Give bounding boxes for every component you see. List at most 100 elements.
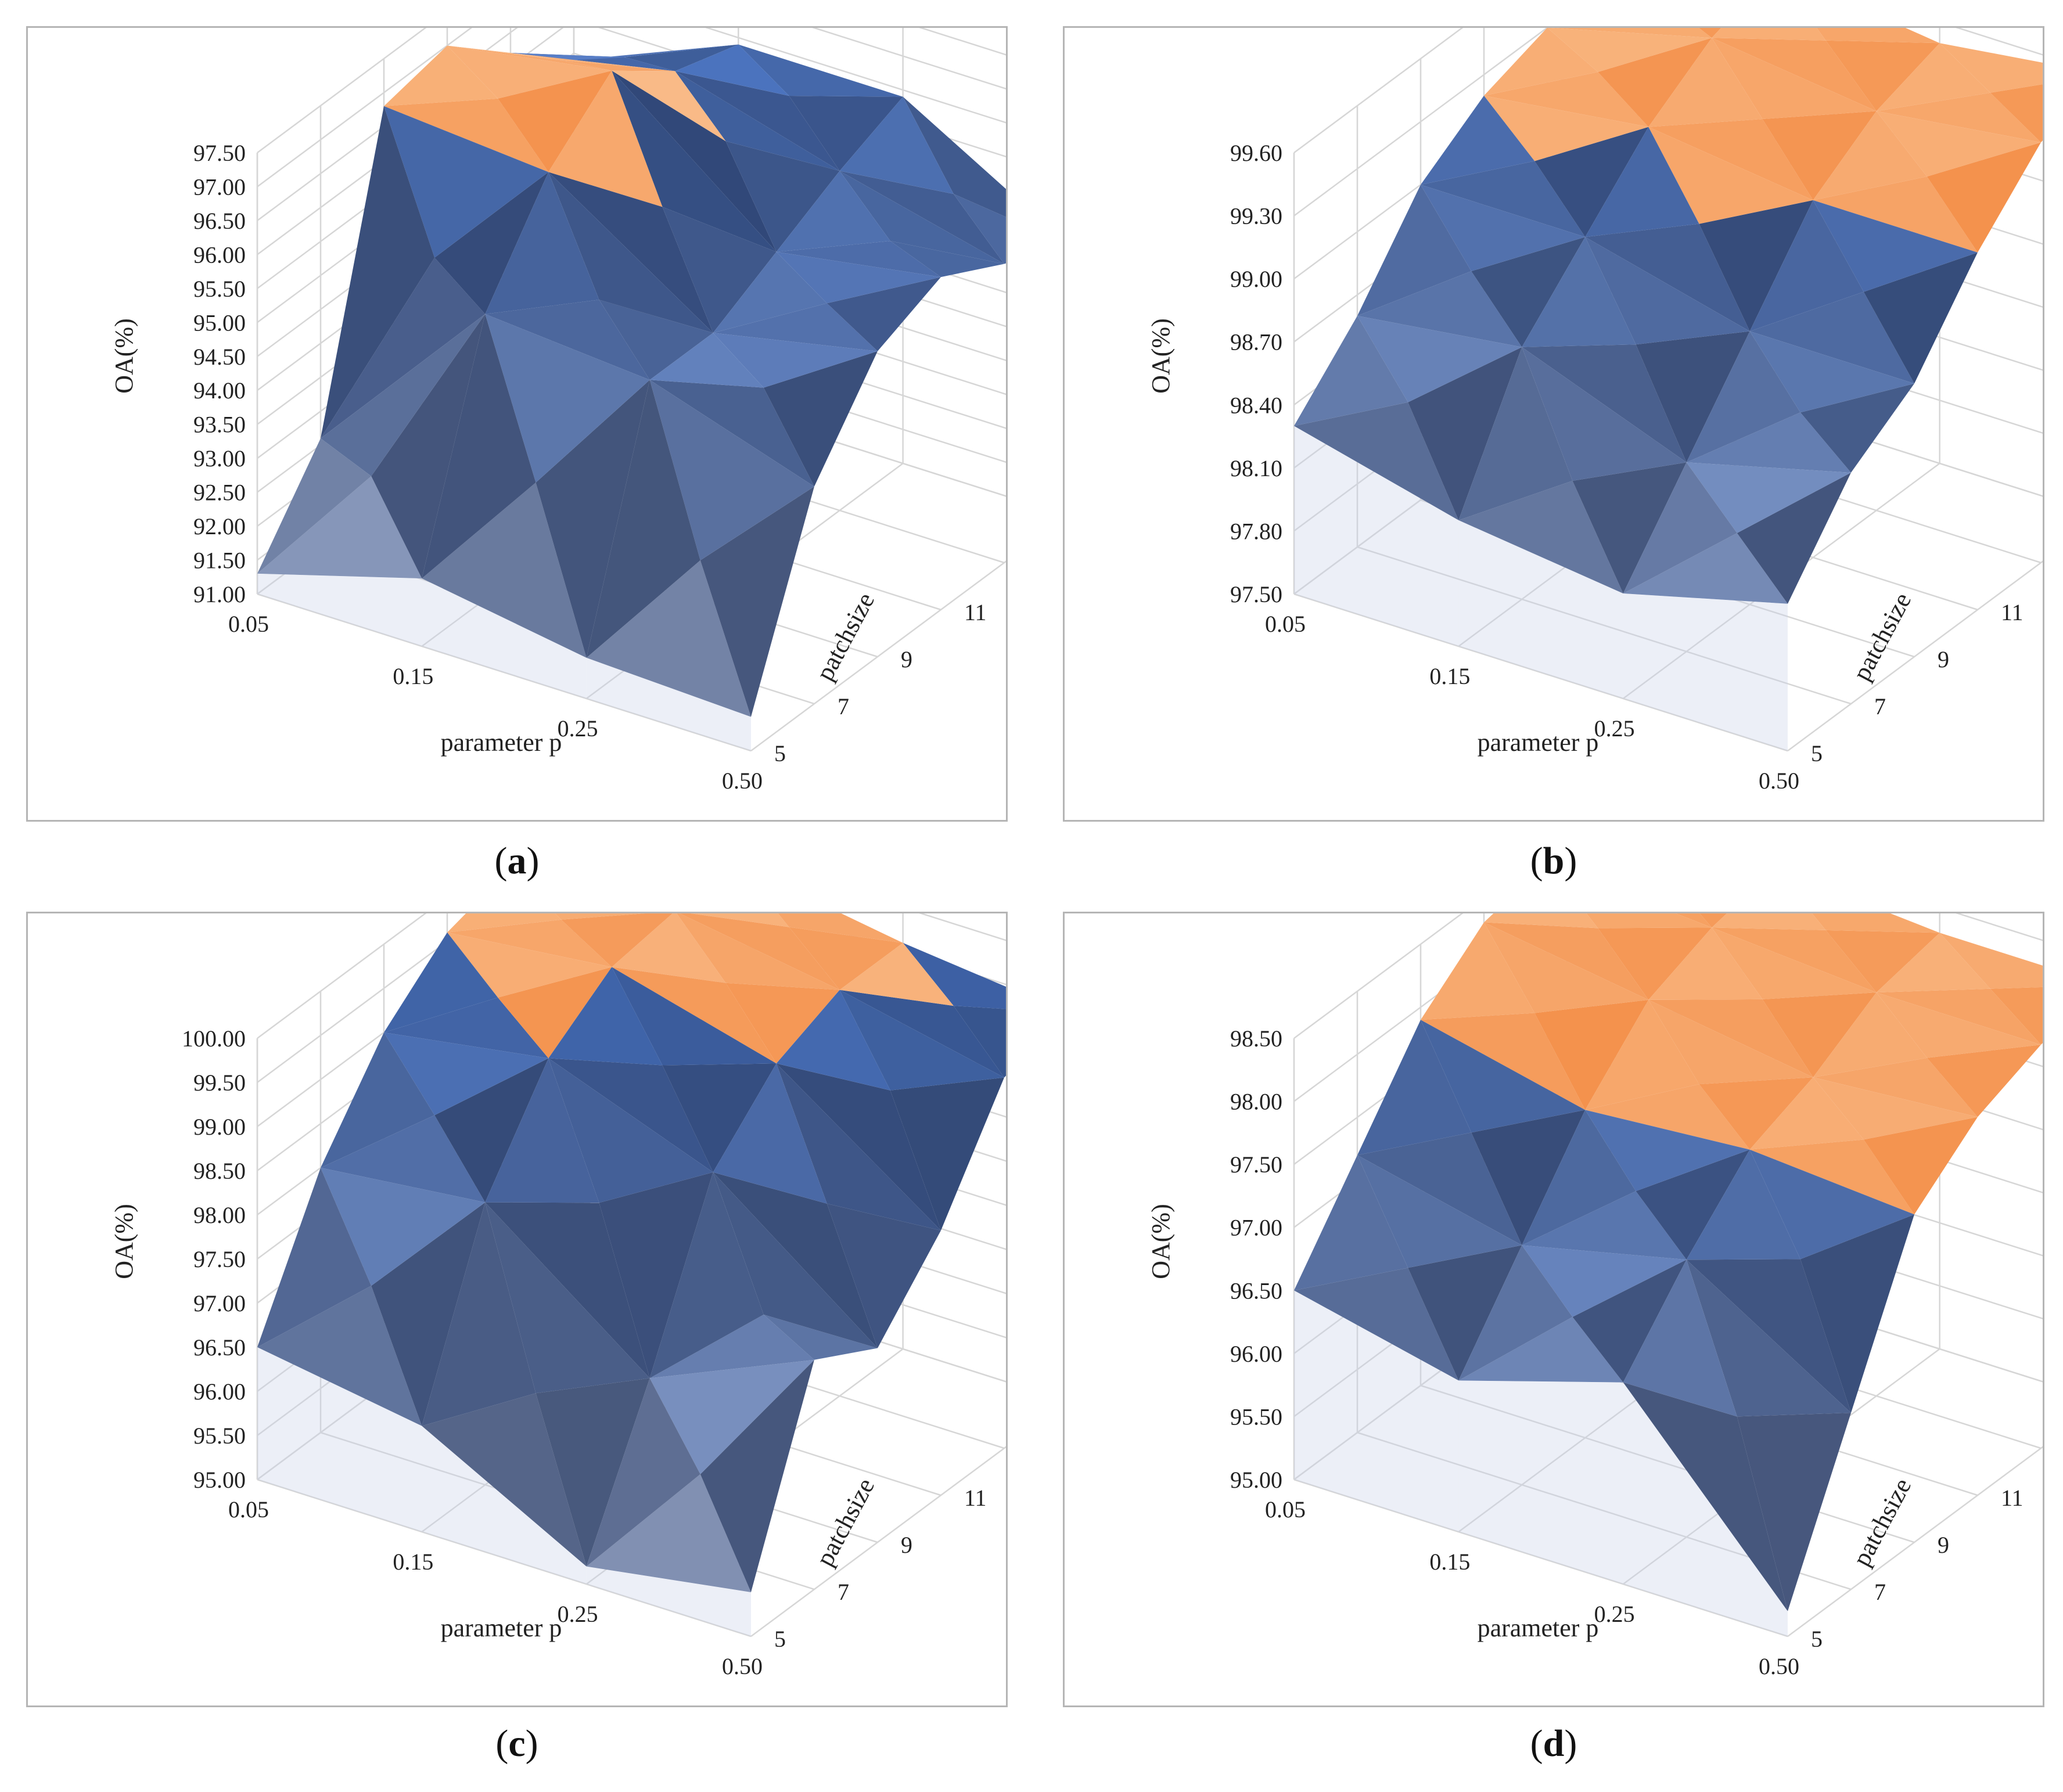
value-tick-label: 97.50 <box>1230 581 1282 607</box>
surface-facet <box>1484 72 1649 127</box>
surface-facet <box>447 913 562 933</box>
surface-front-edge <box>257 1347 422 1532</box>
surface-facet <box>1585 1110 1750 1192</box>
surface-facet <box>384 45 498 106</box>
surface-facet <box>1813 111 1927 200</box>
value-tick-label: 96.50 <box>193 208 246 234</box>
gridline-patch-floor <box>1293 1478 1788 1638</box>
value-tick-label: 96.50 <box>193 1334 246 1361</box>
surface-facet <box>649 333 764 388</box>
chart-panel-a: 91.00 91.50 92.00 92.50 93.00 93.50 94.00 94.50… <box>26 26 1008 822</box>
surface-facet <box>447 45 612 99</box>
chart-b-group: 97.50 97.80 98.10 98.40 98.70 99.00 99.30 99.60… <box>1146 28 2043 794</box>
surface-facet <box>612 967 777 1066</box>
value-tick-label: 91.50 <box>193 548 246 574</box>
surface-facet <box>1572 1260 1687 1383</box>
patch-tick-label: 9 <box>1938 1532 1949 1558</box>
chart-b-curtains <box>1294 426 1788 751</box>
chart-c-p-ticks: 0.05 0.15 0.25 0.50 <box>228 1496 763 1679</box>
chart-a-surface <box>257 44 1006 717</box>
surface-front-edge <box>422 578 587 699</box>
patch-tick-label: 5 <box>1811 740 1823 767</box>
surface-facet <box>599 1172 713 1379</box>
value-tick-label: 95.00 <box>193 1467 246 1493</box>
caption-d: (d) <box>1530 1722 1577 1765</box>
surface-facet <box>1686 1259 1851 1413</box>
value-tick-label: 98.70 <box>1230 329 1282 355</box>
chart-a-p-ticks: 0.05 0.15 0.25 0.50 <box>228 611 763 794</box>
surface-front-edge <box>1458 520 1623 699</box>
surface-facet <box>700 486 814 717</box>
value-tick-label: 92.00 <box>193 513 246 539</box>
value-tick-label: 95.00 <box>1230 1467 1282 1493</box>
surface-facet <box>1876 92 2041 143</box>
patch-tick-label: 5 <box>774 740 786 767</box>
surface-facet <box>555 913 645 920</box>
surface-facet <box>839 989 1004 1078</box>
surface-facet <box>1712 913 1826 930</box>
surface-facet <box>586 1474 751 1592</box>
surface-facet <box>1572 462 1687 593</box>
surface-facet <box>612 70 777 252</box>
surface-facet <box>649 1314 814 1379</box>
value-tick-label: 97.80 <box>1230 518 1282 544</box>
value-tick-label: 100.00 <box>182 1025 246 1052</box>
surface-facet <box>1294 402 1459 520</box>
surface-facet <box>1699 1077 1813 1150</box>
value-tick-label: 99.00 <box>193 1114 246 1140</box>
z-axis-title: patchsize <box>1847 1473 1917 1571</box>
surface-facet <box>839 171 1004 264</box>
surface-facet <box>1636 331 1750 463</box>
surface-facet <box>1458 1316 1623 1383</box>
value-tick-label: 94.00 <box>193 377 246 404</box>
surface-facet <box>1598 927 1712 1000</box>
surface-facet <box>649 1172 764 1379</box>
surface-front-edge <box>1623 1382 1788 1636</box>
chart-d-value-ticks: 95.00 95.50 96.00 96.50 97.00 97.50 98.00 98.50 <box>1230 1025 1282 1493</box>
surface-facet <box>1421 1020 1586 1133</box>
surface-facet <box>1863 1117 1978 1215</box>
value-tick-label: 93.00 <box>193 445 246 472</box>
surface-facet <box>624 44 739 71</box>
surface-facet <box>1648 927 1763 1000</box>
surface-facet <box>1749 200 1864 332</box>
surface-facet <box>1927 142 2041 253</box>
surface-facet <box>713 303 878 351</box>
surface-facet <box>548 70 663 207</box>
chart-b-patch-ticks: 579111315 <box>1811 599 2024 767</box>
surface-chart-d: 95.00 95.50 96.00 96.50 97.00 97.50 98.00 98.50… <box>1146 913 2043 1679</box>
surface-facet <box>1686 331 1800 463</box>
surface-facet <box>1712 38 1877 119</box>
surface-facet <box>776 989 890 1091</box>
surface-facet <box>548 172 713 333</box>
surface-facet <box>1484 95 1649 161</box>
surface-facet <box>649 1359 814 1474</box>
p-tick-label: 0.15 <box>1429 663 1470 689</box>
y-axis-title: OA(%) <box>110 1204 138 1279</box>
value-tick-label: 98.50 <box>193 1158 246 1184</box>
surface-facet <box>1813 1077 1978 1140</box>
surface-facet <box>1458 1245 1573 1381</box>
value-tick-label: 99.50 <box>193 1070 246 1096</box>
chart-a-patch-ticks: 579111315 <box>774 599 987 767</box>
chart-panel-d: 95.00 95.50 96.00 96.50 97.00 97.50 98.00 98.50… <box>1063 912 2044 1707</box>
value-tick-label: 91.00 <box>193 581 246 607</box>
surface-facet <box>763 1314 878 1360</box>
value-tick-label: 97.00 <box>193 1290 246 1316</box>
surface-facet <box>826 277 941 351</box>
surface-facet <box>548 1058 713 1172</box>
surface-facet <box>1551 28 1712 38</box>
value-tick-label: 93.50 <box>193 412 246 438</box>
z-axis-title: patchsize <box>810 588 880 685</box>
surface-facet <box>1522 1245 1687 1317</box>
surface-facet <box>485 172 599 314</box>
value-tick-label: 97.00 <box>1230 1215 1282 1241</box>
surface-facet <box>953 194 1006 264</box>
chart-a-group: 91.00 91.50 92.00 92.50 93.00 93.50 94.00 94.50… <box>110 28 1006 794</box>
p-tick-label: 0.50 <box>1759 768 1799 794</box>
gridline-patch-floor <box>1357 546 1852 705</box>
value-tick-label: 95.50 <box>193 1423 246 1449</box>
gridline-value <box>257 913 1006 1039</box>
surface-facet <box>422 1202 536 1426</box>
x-axis-title: parameter p <box>441 728 562 757</box>
